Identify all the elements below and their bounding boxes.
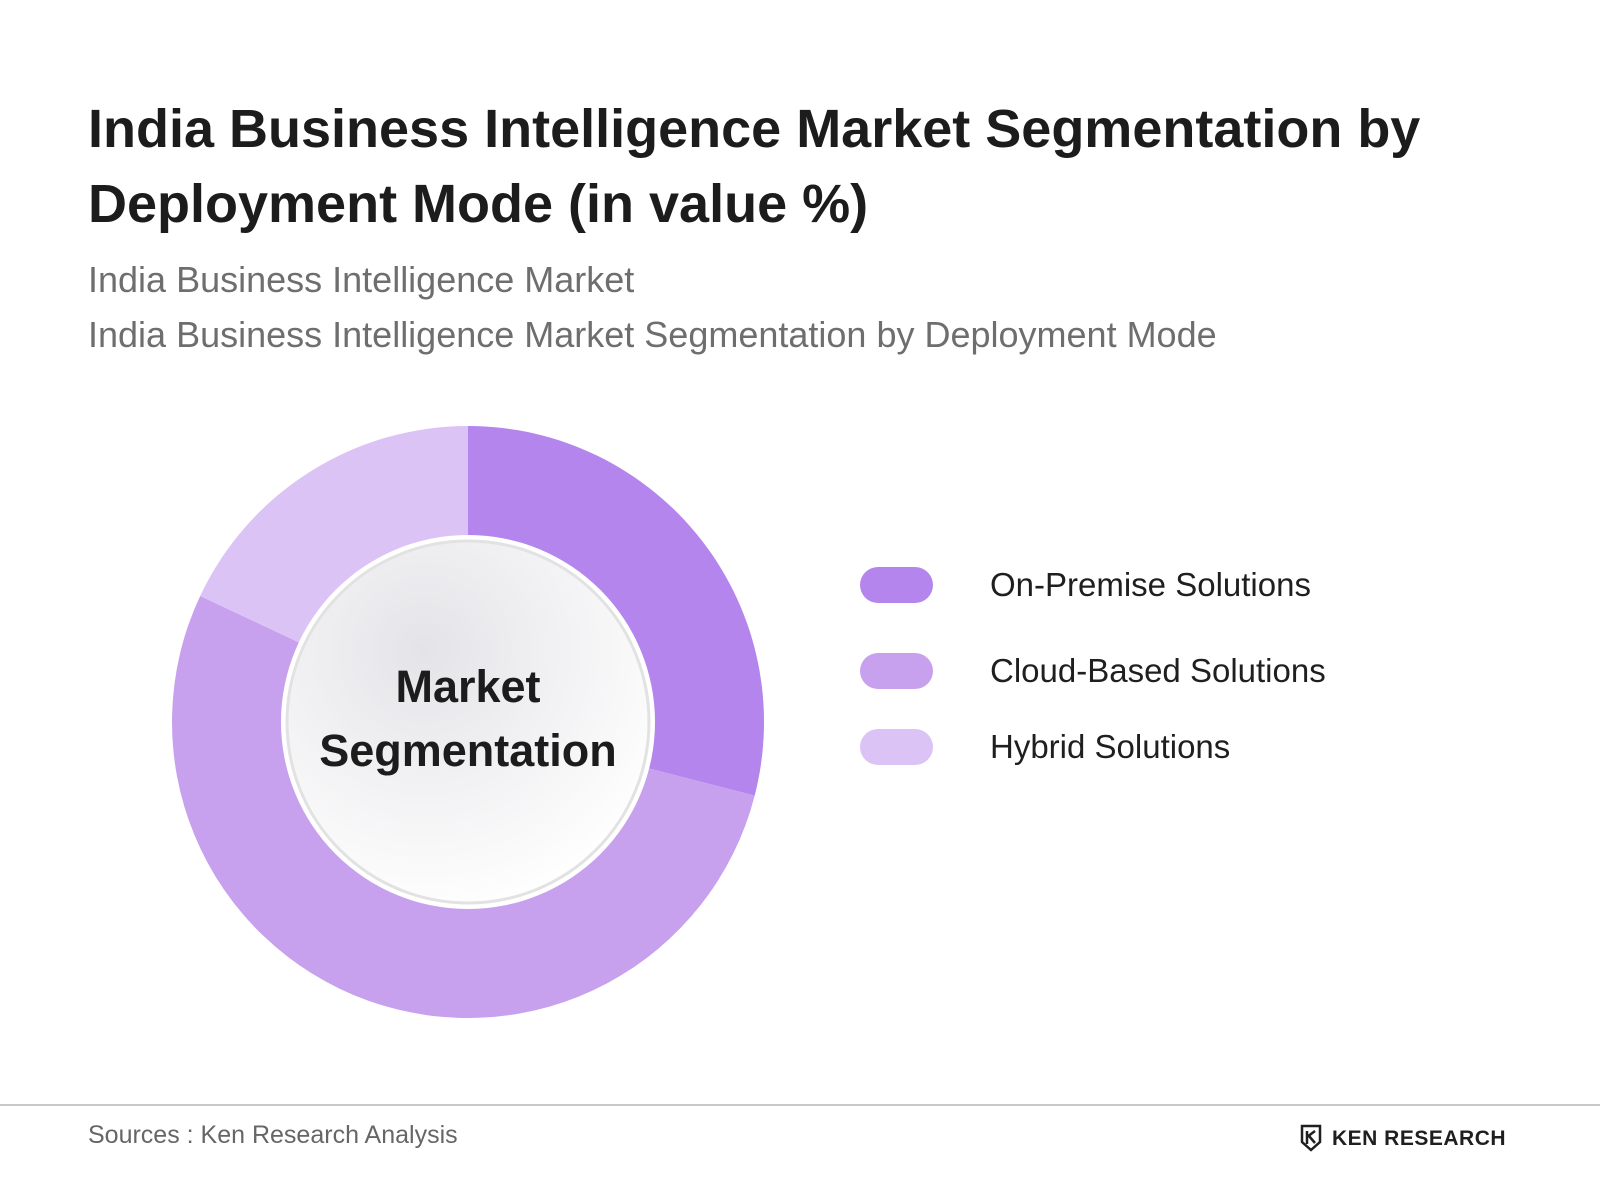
legend-item-on-premise: On-Premise Solutions: [860, 565, 1500, 605]
chart-legend: On-Premise Solutions Cloud-Based Solutio…: [860, 0, 1520, 1200]
legend-item-hybrid: Hybrid Solutions: [860, 727, 1500, 767]
slice-hybrid: [200, 426, 468, 646]
chart-subtitle-market: India Business Intelligence Market: [88, 259, 635, 300]
legend-label-hybrid: Hybrid Solutions: [990, 728, 1231, 765]
legend-label-cloud-based: Cloud-Based Solutions: [990, 652, 1326, 689]
chart-subtitle-segmentation: India Business Intelligence Market Segme…: [88, 314, 1217, 355]
legend-item-cloud-based: Cloud-Based Solutions: [860, 651, 1500, 691]
brand-logo: KEN RESEARCH: [1300, 1124, 1520, 1156]
center-label-line-2: Segmentation: [319, 725, 617, 776]
slice-cloud-based: [172, 595, 755, 1018]
donut-center-label: Market Segmentation: [288, 655, 648, 783]
chart-title: India Business Intelligence Market Segme…: [88, 99, 1421, 234]
legend-label-on-premise: On-Premise Solutions: [990, 566, 1311, 603]
donut-center-disc: [285, 539, 651, 905]
footer-divider: [0, 1104, 1600, 1106]
legend-swatch-on-premise: [860, 567, 933, 603]
sources-note: Sources : Ken Research Analysis: [88, 1121, 458, 1149]
legend-swatch-cloud-based: [860, 653, 933, 689]
brand-name: KEN RESEARCH: [1332, 1127, 1507, 1150]
legend-swatch-hybrid: [860, 729, 933, 765]
center-label-line-1: Market: [395, 661, 541, 712]
ken-research-logo-icon: [1300, 1124, 1322, 1152]
